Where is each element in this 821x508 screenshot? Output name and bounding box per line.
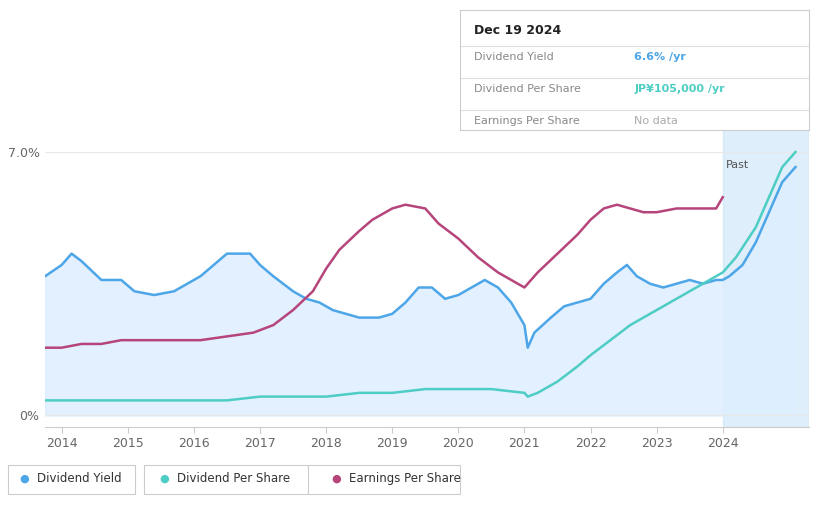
Text: ●: ●	[332, 473, 342, 484]
Text: JP¥105,000 /yr: JP¥105,000 /yr	[635, 84, 725, 94]
Text: Dividend Yield: Dividend Yield	[474, 52, 553, 62]
Bar	[722, 122, 809, 427]
Text: ●: ●	[20, 473, 30, 484]
Text: Past: Past	[726, 160, 750, 170]
Text: No data: No data	[635, 116, 678, 126]
Text: Dividend Yield: Dividend Yield	[37, 472, 122, 485]
Text: ●: ●	[159, 473, 169, 484]
Text: Earnings Per Share: Earnings Per Share	[474, 116, 580, 126]
Text: 6.6% /yr: 6.6% /yr	[635, 52, 686, 62]
Text: Dividend Per Share: Dividend Per Share	[474, 84, 580, 94]
Text: Dividend Per Share: Dividend Per Share	[177, 472, 290, 485]
Text: Earnings Per Share: Earnings Per Share	[349, 472, 461, 485]
Text: Dec 19 2024: Dec 19 2024	[474, 24, 561, 38]
